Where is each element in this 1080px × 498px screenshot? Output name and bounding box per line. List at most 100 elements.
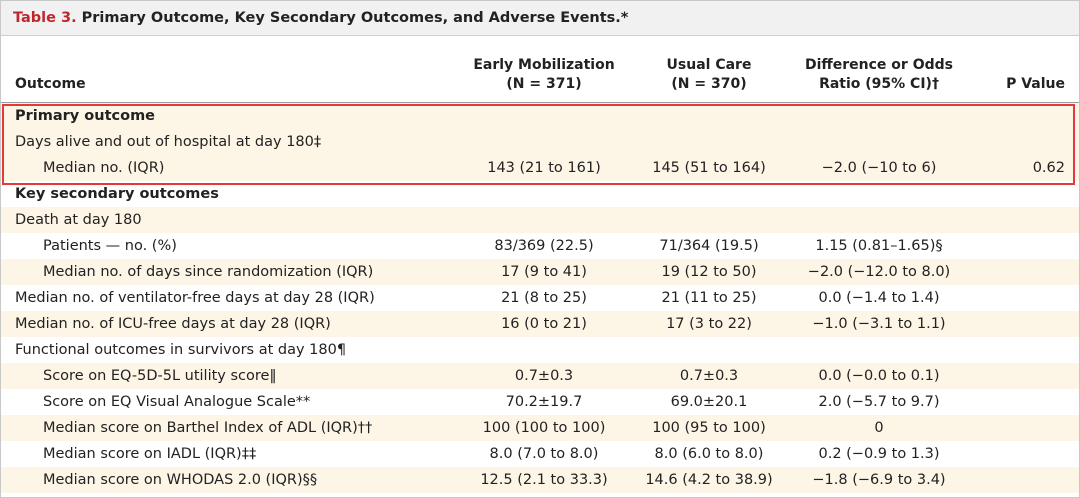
- difference-value: −1.0 (−3.1 to 1.1): [784, 311, 974, 337]
- early-value: 12.5 (2.1 to 33.3): [454, 467, 634, 493]
- usual-value: 14.6 (4.2 to 38.9): [634, 467, 784, 493]
- table-row: Death at day 180: [1, 207, 1079, 233]
- usual-value: [634, 129, 784, 155]
- early-value: [454, 181, 634, 207]
- p-value: [974, 363, 1079, 389]
- table-row: Median no. of days since randomization (…: [1, 259, 1079, 285]
- table-row: Median no. of ventilator-free days at da…: [1, 285, 1079, 311]
- usual-value: 100 (95 to 100): [634, 415, 784, 441]
- row-label: Score on EQ Visual Analogue Scale**: [1, 389, 454, 415]
- header-p-value: P Value: [974, 36, 1079, 103]
- table-row: Median score on WHODAS 2.0 (IQR)§§ 12.5 …: [1, 467, 1079, 493]
- usual-value: 69.0±20.1: [634, 389, 784, 415]
- row-label: Median no. of ICU-free days at day 28 (I…: [1, 311, 454, 337]
- table-row: Patients — no. (%) 83/369 (22.5) 71/364 …: [1, 233, 1079, 259]
- header-usual-care: Usual Care (N = 370): [634, 36, 784, 103]
- table-title: Primary Outcome, Key Secondary Outcomes,…: [81, 10, 629, 26]
- usual-value: [634, 207, 784, 233]
- p-value: [974, 389, 1079, 415]
- usual-value: [634, 337, 784, 363]
- row-label: Median score on Barthel Index of ADL (IQ…: [1, 415, 454, 441]
- early-value: [454, 102, 634, 129]
- early-value: [454, 207, 634, 233]
- usual-value: 21 (11 to 25): [634, 285, 784, 311]
- p-value: [974, 181, 1079, 207]
- early-value: 17 (9 to 41): [454, 259, 634, 285]
- early-value: [454, 337, 634, 363]
- difference-value: [784, 129, 974, 155]
- difference-value: [784, 181, 974, 207]
- difference-value: 1.15 (0.81–1.65)§: [784, 233, 974, 259]
- p-value: [974, 259, 1079, 285]
- p-value: [974, 102, 1079, 129]
- difference-value: −2.0 (−10 to 6): [784, 155, 974, 181]
- early-value: 100 (100 to 100): [454, 415, 634, 441]
- table-row: Key secondary outcomes: [1, 181, 1079, 207]
- p-value: [974, 129, 1079, 155]
- p-value: [974, 233, 1079, 259]
- early-value: 143 (21 to 161): [454, 155, 634, 181]
- difference-value: −2.0 (−12.0 to 8.0): [784, 259, 974, 285]
- early-value: 8.0 (7.0 to 8.0): [454, 441, 634, 467]
- row-label: Median score on IADL (IQR)‡‡: [1, 441, 454, 467]
- header-difference: Difference or Odds Ratio (95% CI)†: [784, 36, 974, 103]
- p-value: [974, 207, 1079, 233]
- p-value: [974, 285, 1079, 311]
- row-label: Patients — no. (%): [1, 233, 454, 259]
- usual-value: 71/364 (19.5): [634, 233, 784, 259]
- p-value: 0.62: [974, 155, 1079, 181]
- table-title-bar: Table 3. Primary Outcome, Key Secondary …: [1, 1, 1079, 36]
- p-value: [974, 337, 1079, 363]
- p-value: [974, 415, 1079, 441]
- row-label: Primary outcome: [1, 102, 454, 129]
- table-row: Median score on IADL (IQR)‡‡ 8.0 (7.0 to…: [1, 441, 1079, 467]
- usual-value: 0.7±0.3: [634, 363, 784, 389]
- row-label: Median no. of ventilator-free days at da…: [1, 285, 454, 311]
- table-row: Primary outcome: [1, 102, 1079, 129]
- difference-value: −1.8 (−6.9 to 3.4): [784, 467, 974, 493]
- row-label: Median no. of days since randomization (…: [1, 259, 454, 285]
- p-value: [974, 441, 1079, 467]
- early-value: 0.7±0.3: [454, 363, 634, 389]
- early-value: 70.2±19.7: [454, 389, 634, 415]
- row-label: Functional outcomes in survivors at day …: [1, 337, 454, 363]
- usual-value: 145 (51 to 164): [634, 155, 784, 181]
- difference-value: 2.0 (−5.7 to 9.7): [784, 389, 974, 415]
- early-value: [454, 129, 634, 155]
- usual-value: 19 (12 to 50): [634, 259, 784, 285]
- table-row: Median score on Barthel Index of ADL (IQ…: [1, 415, 1079, 441]
- row-label: Median no. (IQR): [1, 155, 454, 181]
- early-value: 83/369 (22.5): [454, 233, 634, 259]
- difference-value: [784, 337, 974, 363]
- table-header-row: Outcome Early Mobilization (N = 371) Usua…: [1, 36, 1079, 103]
- table-row: Median no. of ICU-free days at day 28 (I…: [1, 311, 1079, 337]
- table-row: Score on EQ Visual Analogue Scale** 70.2…: [1, 389, 1079, 415]
- difference-value: 0: [784, 415, 974, 441]
- difference-value: 0.0 (−1.4 to 1.4): [784, 285, 974, 311]
- early-value: 21 (8 to 25): [454, 285, 634, 311]
- header-early-mobilization: Early Mobilization (N = 371): [454, 36, 634, 103]
- usual-value: [634, 102, 784, 129]
- usual-value: [634, 181, 784, 207]
- difference-value: 0.0 (−0.0 to 0.1): [784, 363, 974, 389]
- difference-value: 0.2 (−0.9 to 1.3): [784, 441, 974, 467]
- table-row: Median no. (IQR) 143 (21 to 161) 145 (51…: [1, 155, 1079, 181]
- row-label: Score on EQ-5D-5L utility score‖: [1, 363, 454, 389]
- p-value: [974, 311, 1079, 337]
- row-label: Days alive and out of hospital at day 18…: [1, 129, 454, 155]
- usual-value: 17 (3 to 22): [634, 311, 784, 337]
- table-row: Score on EQ-5D-5L utility score‖ 0.7±0.3…: [1, 363, 1079, 389]
- table-label: Table 3.: [13, 10, 77, 26]
- header-outcome: Outcome: [1, 36, 454, 103]
- p-value: [974, 467, 1079, 493]
- row-label: Death at day 180: [1, 207, 454, 233]
- difference-value: [784, 102, 974, 129]
- row-label: Key secondary outcomes: [1, 181, 454, 207]
- outcomes-table: Outcome Early Mobilization (N = 371) Usua…: [1, 36, 1079, 493]
- table-row: Functional outcomes in survivors at day …: [1, 337, 1079, 363]
- row-label: Median score on WHODAS 2.0 (IQR)§§: [1, 467, 454, 493]
- early-value: 16 (0 to 21): [454, 311, 634, 337]
- table-row: Days alive and out of hospital at day 18…: [1, 129, 1079, 155]
- difference-value: [784, 207, 974, 233]
